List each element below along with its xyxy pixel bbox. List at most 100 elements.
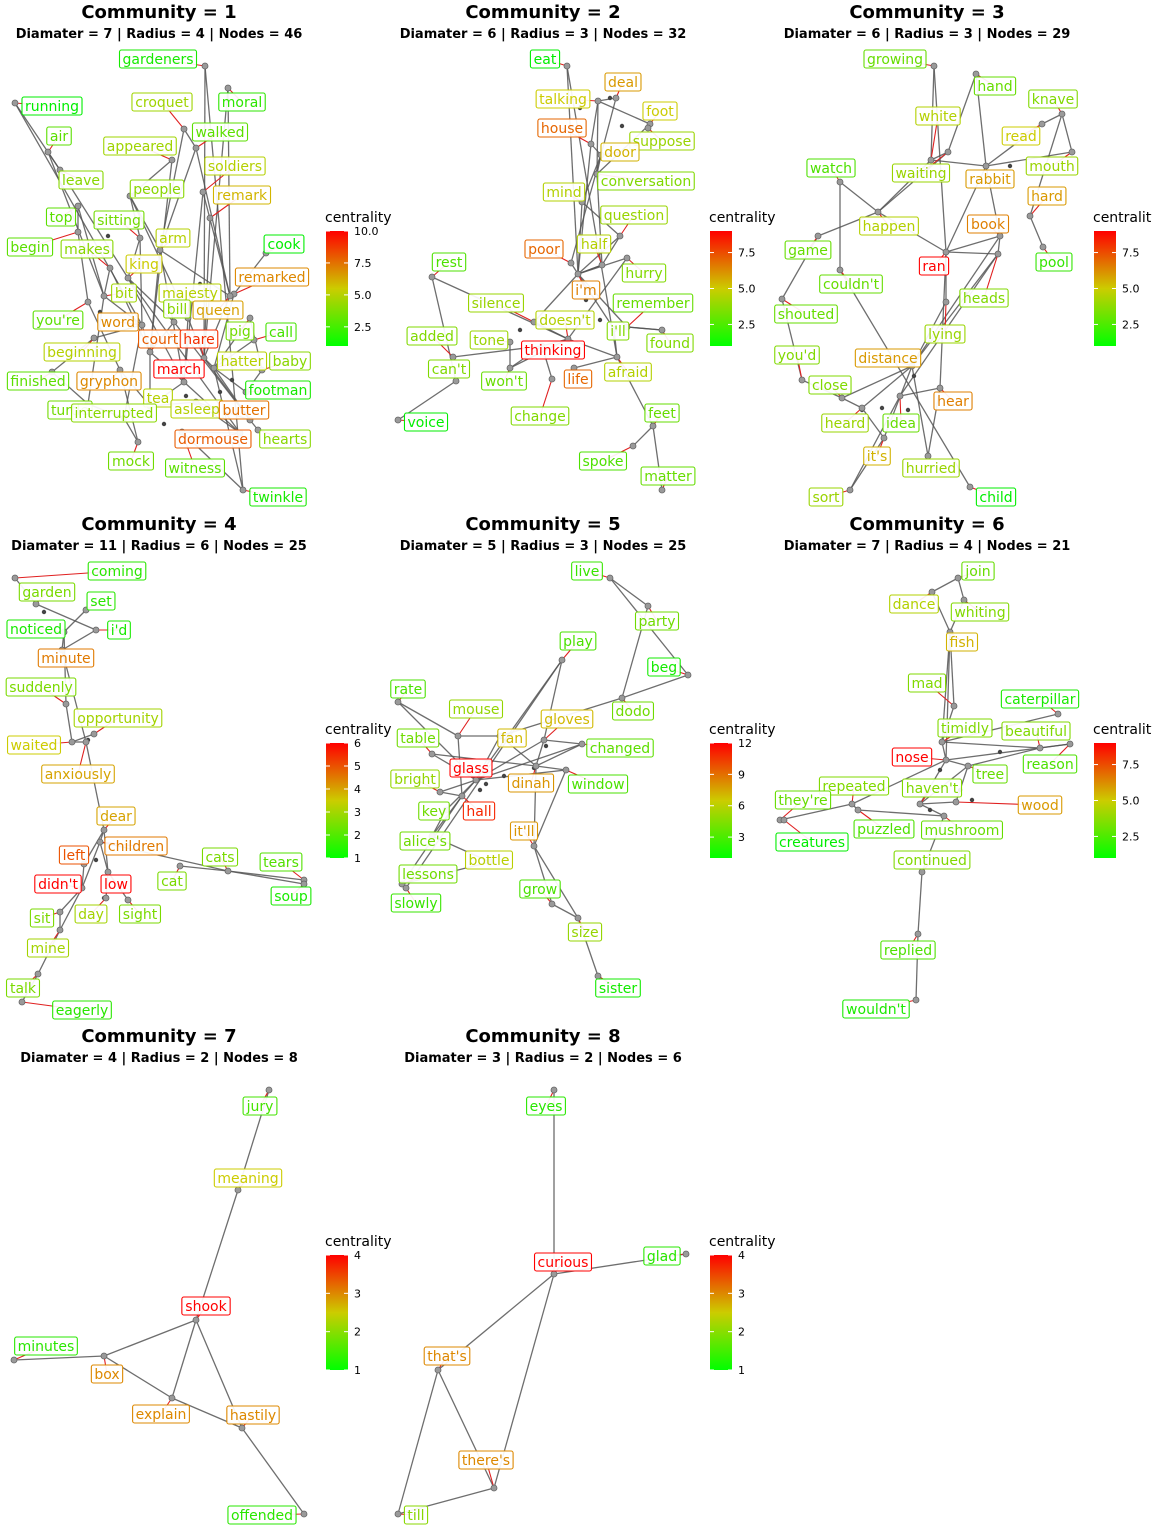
node-label: makes: [64, 242, 110, 258]
legend-tick-label: 3: [354, 1287, 361, 1300]
community-title: Community = 8: [465, 1026, 621, 1047]
community-panel-8: eyes curious glad that's there's till centrali…: [384, 1024, 776, 1536]
node-label-box: [86, 591, 116, 611]
node-label: eagerly: [56, 1003, 109, 1019]
community-panel-3: growing hand knave white read mouth watch waiti…: [768, 0, 1152, 512]
node-label-box: [204, 156, 266, 176]
edge: [139, 237, 143, 326]
node-they-re: they're: [774, 790, 832, 810]
node-label: word: [101, 315, 135, 331]
node-witness: witness: [164, 458, 226, 478]
node-label: life: [567, 372, 588, 388]
node-label: grow: [523, 882, 557, 898]
node-label: cats: [205, 850, 234, 866]
node-i-d: i'd: [107, 620, 131, 640]
node-waiting: waiting: [891, 163, 951, 183]
node-mock: mock: [107, 451, 155, 471]
node-label-box: [945, 632, 979, 652]
node-alice-s: alice's: [399, 831, 451, 851]
community-stats: Diamater = 7 | Radius = 4 | Nodes = 21: [783, 539, 1071, 554]
node-label-box: [808, 487, 844, 507]
node-wouldn-t: wouldn't: [842, 999, 910, 1019]
edge: [947, 73, 977, 153]
node-nose: nose: [891, 747, 933, 767]
node-dot: [394, 698, 402, 706]
node-dot: [532, 762, 540, 770]
node-hearts: hearts: [259, 429, 311, 449]
node-dot: [124, 896, 132, 904]
node-fan: fan: [497, 728, 527, 748]
node-label-box: [784, 240, 832, 260]
node-label-box: [406, 326, 458, 346]
node-label: set: [90, 594, 112, 610]
edge: [61, 629, 97, 651]
node-dot: [880, 434, 888, 442]
node-label-box: [920, 820, 1004, 840]
node-label: key: [422, 804, 447, 820]
node-label: nose: [895, 750, 928, 766]
node-label: witness: [169, 461, 222, 477]
node-dot: [530, 842, 538, 850]
node-label-box: [163, 299, 191, 319]
node-explain: explain: [132, 1404, 190, 1424]
node-label: alice's: [403, 834, 447, 850]
edge: [227, 870, 305, 881]
centrality-legend: centrality 7.5 5.0 2.5: [709, 210, 776, 346]
node-dot: [210, 364, 218, 372]
node-dot: [644, 602, 652, 610]
node-label-box: [537, 118, 587, 138]
node-dot: [623, 254, 631, 262]
node-mad: mad: [907, 673, 947, 693]
node-label-box: [104, 836, 168, 856]
node-label: mind: [546, 185, 581, 201]
node-dot: [952, 798, 960, 806]
node-label-box: [107, 451, 155, 471]
node-label: talk: [10, 981, 37, 997]
node-label: wood: [1021, 798, 1058, 814]
node-interrupted: interrupted: [71, 403, 157, 423]
node-ran: ran: [918, 256, 950, 276]
edge: [179, 865, 229, 872]
node-question: question: [600, 205, 668, 225]
edge: [99, 841, 109, 873]
node-label: silence: [472, 296, 521, 312]
node-life: life: [563, 369, 593, 389]
node-label-box: [259, 429, 311, 449]
node-label-box: [510, 406, 570, 426]
legend-colorbar: [326, 743, 348, 858]
node-key: key: [418, 801, 450, 821]
node-label: i'm: [575, 283, 596, 299]
node-label-box: [1028, 89, 1078, 109]
node-label: leave: [62, 173, 100, 189]
edge: [202, 191, 231, 297]
node-label: they're: [778, 793, 827, 809]
node-minutes: minutes: [14, 1336, 78, 1356]
network-plot-6: join dance whiting fish mad caterpillar timidl…: [774, 561, 1152, 1019]
node-label-box: [1017, 795, 1063, 815]
node-dot: [658, 326, 666, 334]
node-label: soup: [274, 889, 308, 905]
node-dot: [836, 178, 844, 186]
node-you-re: you're: [32, 310, 84, 330]
node-dot: [874, 208, 882, 216]
node-label: waited: [11, 738, 58, 754]
node-label: doesn't: [539, 313, 591, 329]
node-dot: [548, 900, 556, 908]
node-label-box: [842, 999, 910, 1019]
node-label: walked: [195, 125, 244, 141]
legend-title: centrality: [1093, 722, 1152, 738]
node-label-box: [521, 340, 585, 360]
node-label: jury: [246, 1099, 274, 1115]
node-label: waiting: [895, 166, 946, 182]
node-dot: [234, 1186, 242, 1194]
node-dot: [954, 574, 962, 582]
node-dot: [858, 404, 866, 412]
node-label-box: [448, 699, 504, 719]
legend-tick-label: 1: [354, 1364, 361, 1377]
edge-junction: [183, 393, 189, 399]
node-remember: remember: [612, 293, 694, 313]
node-label: hand: [977, 79, 1012, 95]
node-hastily: hastily: [226, 1405, 280, 1425]
node-label: it's: [867, 449, 888, 465]
node-label-box: [612, 293, 694, 313]
